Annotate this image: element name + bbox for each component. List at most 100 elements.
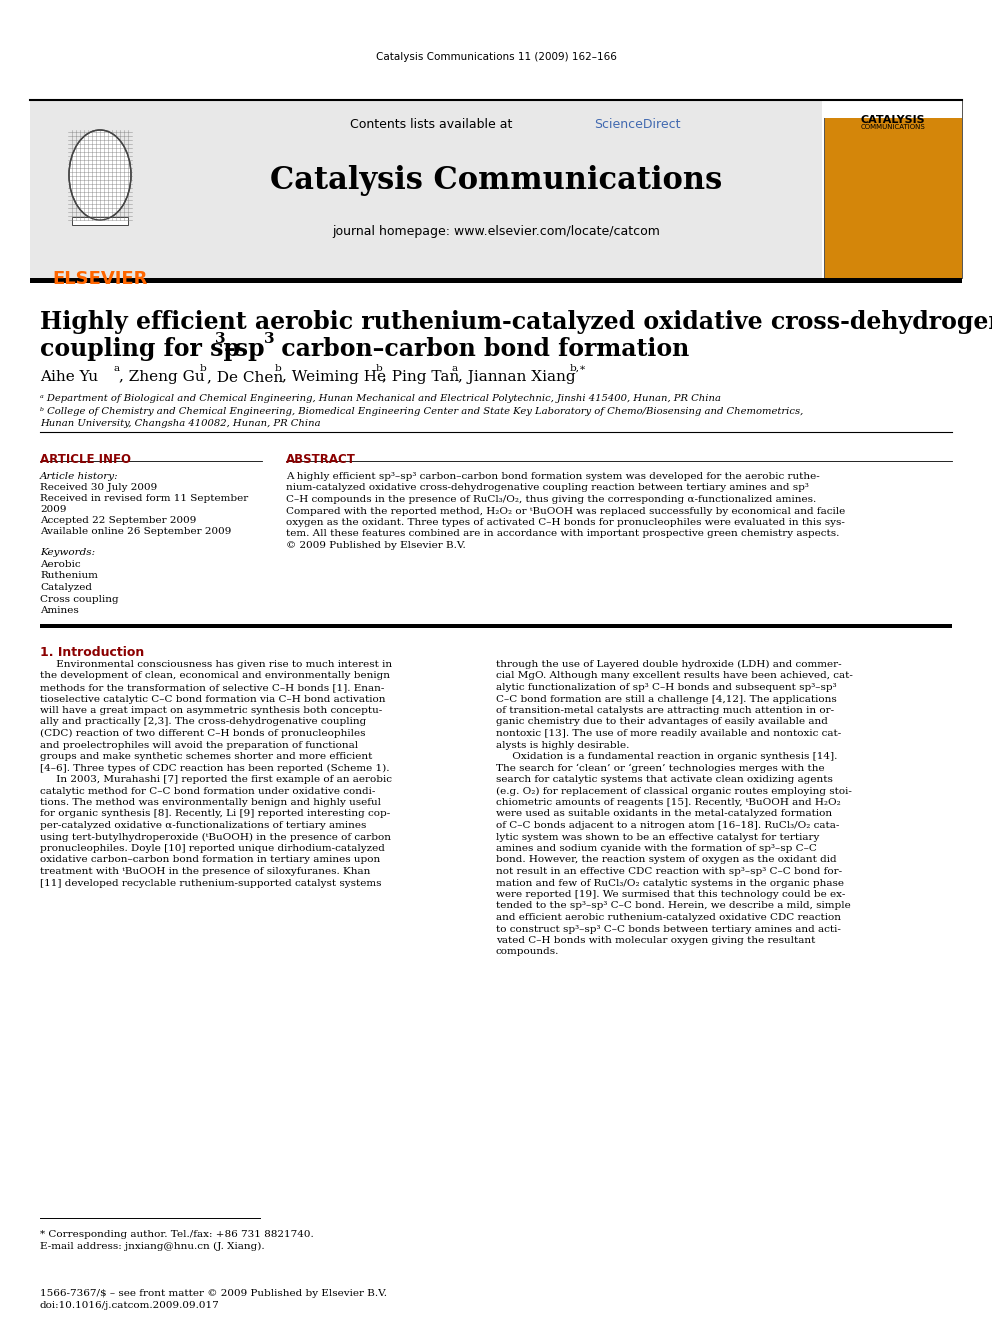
Text: 3: 3 [264,332,275,347]
Text: Aihe Yu: Aihe Yu [40,370,98,384]
Text: and efficient aerobic ruthenium-catalyzed oxidative CDC reaction: and efficient aerobic ruthenium-catalyze… [496,913,841,922]
Text: Amines: Amines [40,606,78,615]
Text: pronucleophiles. Doyle [10] reported unique dirhodium-catalyzed: pronucleophiles. Doyle [10] reported uni… [40,844,385,853]
Text: (CDC) reaction of two different C–H bonds of pronucleophiles: (CDC) reaction of two different C–H bond… [40,729,365,738]
Text: ally and practically [2,3]. The cross-dehydrogenative coupling: ally and practically [2,3]. The cross-de… [40,717,366,726]
Text: Oxidation is a fundamental reaction in organic synthesis [14].: Oxidation is a fundamental reaction in o… [496,751,837,761]
Bar [72,217,128,225]
Text: C–C bond formation are still a challenge [4,12]. The applications: C–C bond formation are still a challenge… [496,695,836,704]
Text: Aerobic: Aerobic [40,560,80,569]
Text: amines and sodium cyanide with the formation of sp³–sp C–C: amines and sodium cyanide with the forma… [496,844,816,853]
Text: Compared with the reported method, H₂O₂ or ᵗBuOOH was replaced successfully by e: Compared with the reported method, H₂O₂ … [286,507,845,516]
Text: of C–C bonds adjacent to a nitrogen atom [16–18]. RuCl₃/O₂ cata-: of C–C bonds adjacent to a nitrogen atom… [496,822,839,830]
Text: through the use of Layered double hydroxide (LDH) and commer-: through the use of Layered double hydrox… [496,660,841,669]
Text: compounds.: compounds. [496,947,559,957]
Text: a: a [113,364,119,373]
Text: for organic synthesis [8]. Recently, Li [9] reported interesting cop-: for organic synthesis [8]. Recently, Li … [40,810,390,819]
Text: b,∗: b,∗ [570,364,587,373]
Bar [824,101,962,118]
Text: Article history:: Article history: [40,472,119,482]
Text: Environmental consciousness has given rise to much interest in: Environmental consciousness has given ri… [40,660,392,669]
Text: chiometric amounts of reagents [15]. Recently, ᵗBuOOH and H₂O₂: chiometric amounts of reagents [15]. Rec… [496,798,841,807]
Text: Catalyzed: Catalyzed [40,583,92,591]
Bar [30,101,822,278]
Text: tem. All these features combined are in accordance with important prospective gr: tem. All these features combined are in … [286,529,839,538]
Text: ARTICLE INFO: ARTICLE INFO [40,452,131,466]
Text: Ruthenium: Ruthenium [40,572,98,581]
Text: Highly efficient aerobic ruthenium-catalyzed oxidative cross-dehydrogenative: Highly efficient aerobic ruthenium-catal… [40,310,992,333]
Text: Hunan University, Changsha 410082, Hunan, PR China: Hunan University, Changsha 410082, Hunan… [40,419,320,429]
Text: lytic system was shown to be an effective catalyst for tertiary: lytic system was shown to be an effectiv… [496,832,819,841]
Ellipse shape [69,130,131,220]
Text: ganic chemistry due to their advantages of easily available and: ganic chemistry due to their advantages … [496,717,828,726]
Text: using tert-butylhydroperoxide (ᵗBuOOH) in the presence of carbon: using tert-butylhydroperoxide (ᵗBuOOH) i… [40,832,391,841]
Text: ScienceDirect: ScienceDirect [594,118,681,131]
Text: and proelectrophiles will avoid the preparation of functional: and proelectrophiles will avoid the prep… [40,741,358,750]
Bar [40,624,952,628]
Text: treatment with ᵗBuOOH in the presence of siloxyfuranes. Khan: treatment with ᵗBuOOH in the presence of… [40,867,370,876]
Text: ᵃ Department of Biological and Chemical Engineering, Hunan Mechanical and Electr: ᵃ Department of Biological and Chemical … [40,394,721,404]
Text: , Jiannan Xiang: , Jiannan Xiang [458,370,575,384]
Text: a: a [451,364,457,373]
Text: COMMUNICATIONS: COMMUNICATIONS [861,124,926,130]
Text: of transition-metal catalysts are attracting much attention in or-: of transition-metal catalysts are attrac… [496,706,834,714]
Text: Contents lists available at: Contents lists available at [350,118,517,131]
Text: tions. The method was environmentally benign and highly useful: tions. The method was environmentally be… [40,798,381,807]
Text: b: b [200,364,206,373]
Text: [11] developed recyclable ruthenium-supported catalyst systems: [11] developed recyclable ruthenium-supp… [40,878,382,888]
Text: journal homepage: www.elsevier.com/locate/catcom: journal homepage: www.elsevier.com/locat… [332,225,660,238]
Bar [824,101,962,278]
Text: oxidative carbon–carbon bond formation in tertiary amines upon: oxidative carbon–carbon bond formation i… [40,856,380,864]
Text: ELSEVIER: ELSEVIER [53,270,148,288]
Text: © 2009 Published by Elsevier B.V.: © 2009 Published by Elsevier B.V. [286,541,466,550]
Text: 2009: 2009 [40,505,66,515]
Text: were reported [19]. We surmised that this technology could be ex-: were reported [19]. We surmised that thi… [496,890,845,900]
Text: alysts is highly desirable.: alysts is highly desirable. [496,741,629,750]
Text: will have a great impact on asymmetric synthesis both conceptu-: will have a great impact on asymmetric s… [40,706,382,714]
Text: Received 30 July 2009: Received 30 July 2009 [40,483,158,492]
Text: were used as suitable oxidants in the metal-catalyzed formation: were used as suitable oxidants in the me… [496,810,832,819]
Text: search for catalytic systems that activate clean oxidizing agents: search for catalytic systems that activa… [496,775,833,785]
Text: A highly efficient sp³–sp³ carbon–carbon bond formation system was developed for: A highly efficient sp³–sp³ carbon–carbon… [286,472,819,482]
Text: not result in an effective CDC reaction with sp³–sp³ C–C bond for-: not result in an effective CDC reaction … [496,867,842,876]
Text: ᵇ College of Chemistry and Chemical Engineering, Biomedical Engineering Center a: ᵇ College of Chemistry and Chemical Engi… [40,407,804,415]
Text: Keywords:: Keywords: [40,548,95,557]
Text: doi:10.1016/j.catcom.2009.09.017: doi:10.1016/j.catcom.2009.09.017 [40,1301,220,1310]
Text: Catalysis Communications: Catalysis Communications [270,165,722,196]
Text: the development of clean, economical and environmentally benign: the development of clean, economical and… [40,672,390,680]
Text: [4–6]. Three types of CDC reaction has been reported (Scheme 1).: [4–6]. Three types of CDC reaction has b… [40,763,390,773]
Text: oxygen as the oxidant. Three types of activated C–H bonds for pronucleophiles we: oxygen as the oxidant. Three types of ac… [286,519,845,527]
Text: E-mail address: jnxiang@hnu.cn (J. Xiang).: E-mail address: jnxiang@hnu.cn (J. Xiang… [40,1242,265,1252]
Text: vated C–H bonds with molecular oxygen giving the resultant: vated C–H bonds with molecular oxygen gi… [496,935,815,945]
Text: * Corresponding author. Tel./fax: +86 731 8821740.: * Corresponding author. Tel./fax: +86 73… [40,1230,313,1240]
Text: nontoxic [13]. The use of more readily available and nontoxic cat-: nontoxic [13]. The use of more readily a… [496,729,841,738]
Text: (e.g. O₂) for replacement of classical organic routes employing stoi-: (e.g. O₂) for replacement of classical o… [496,786,852,795]
Text: Accepted 22 September 2009: Accepted 22 September 2009 [40,516,196,525]
Text: cial MgO. Although many excellent results have been achieved, cat-: cial MgO. Although many excellent result… [496,672,853,680]
Text: Cross coupling: Cross coupling [40,594,119,603]
Text: 1566-7367/$ – see front matter © 2009 Published by Elsevier B.V.: 1566-7367/$ – see front matter © 2009 Pu… [40,1289,387,1298]
Text: coupling for sp: coupling for sp [40,337,240,361]
Text: , De Chen: , De Chen [207,370,284,384]
Bar [30,278,962,283]
Text: b: b [376,364,383,373]
Text: 1. Introduction: 1. Introduction [40,646,144,659]
Text: carbon–carbon bond formation: carbon–carbon bond formation [273,337,689,361]
Text: The search for ‘clean’ or ‘green’ technologies merges with the: The search for ‘clean’ or ‘green’ techno… [496,763,824,773]
Text: tended to the sp³–sp³ C–C bond. Herein, we describe a mild, simple: tended to the sp³–sp³ C–C bond. Herein, … [496,901,851,910]
Text: mation and few of RuCl₃/O₂ catalytic systems in the organic phase: mation and few of RuCl₃/O₂ catalytic sys… [496,878,844,888]
Text: CATALYSIS: CATALYSIS [861,115,926,124]
Text: bond. However, the reaction system of oxygen as the oxidant did: bond. However, the reaction system of ox… [496,856,836,864]
Text: alytic functionalization of sp³ C–H bonds and subsequent sp³–sp³: alytic functionalization of sp³ C–H bond… [496,683,836,692]
Text: nium-catalyzed oxidative cross-dehydrogenative coupling reaction between tertiar: nium-catalyzed oxidative cross-dehydroge… [286,483,808,492]
Text: , Ping Tan: , Ping Tan [382,370,459,384]
Text: , Zheng Gu: , Zheng Gu [119,370,204,384]
Text: groups and make synthetic schemes shorter and more efficient: groups and make synthetic schemes shorte… [40,751,372,761]
Text: ABSTRACT: ABSTRACT [286,452,356,466]
Text: C–H compounds in the presence of RuCl₃/O₂, thus giving the corresponding α-funct: C–H compounds in the presence of RuCl₃/O… [286,495,816,504]
Text: Received in revised form 11 September: Received in revised form 11 September [40,493,248,503]
Text: Available online 26 September 2009: Available online 26 September 2009 [40,527,231,536]
Text: –sp: –sp [224,337,266,361]
Text: b: b [275,364,282,373]
Text: to construct sp³–sp³ C–C bonds between tertiary amines and acti-: to construct sp³–sp³ C–C bonds between t… [496,925,841,934]
